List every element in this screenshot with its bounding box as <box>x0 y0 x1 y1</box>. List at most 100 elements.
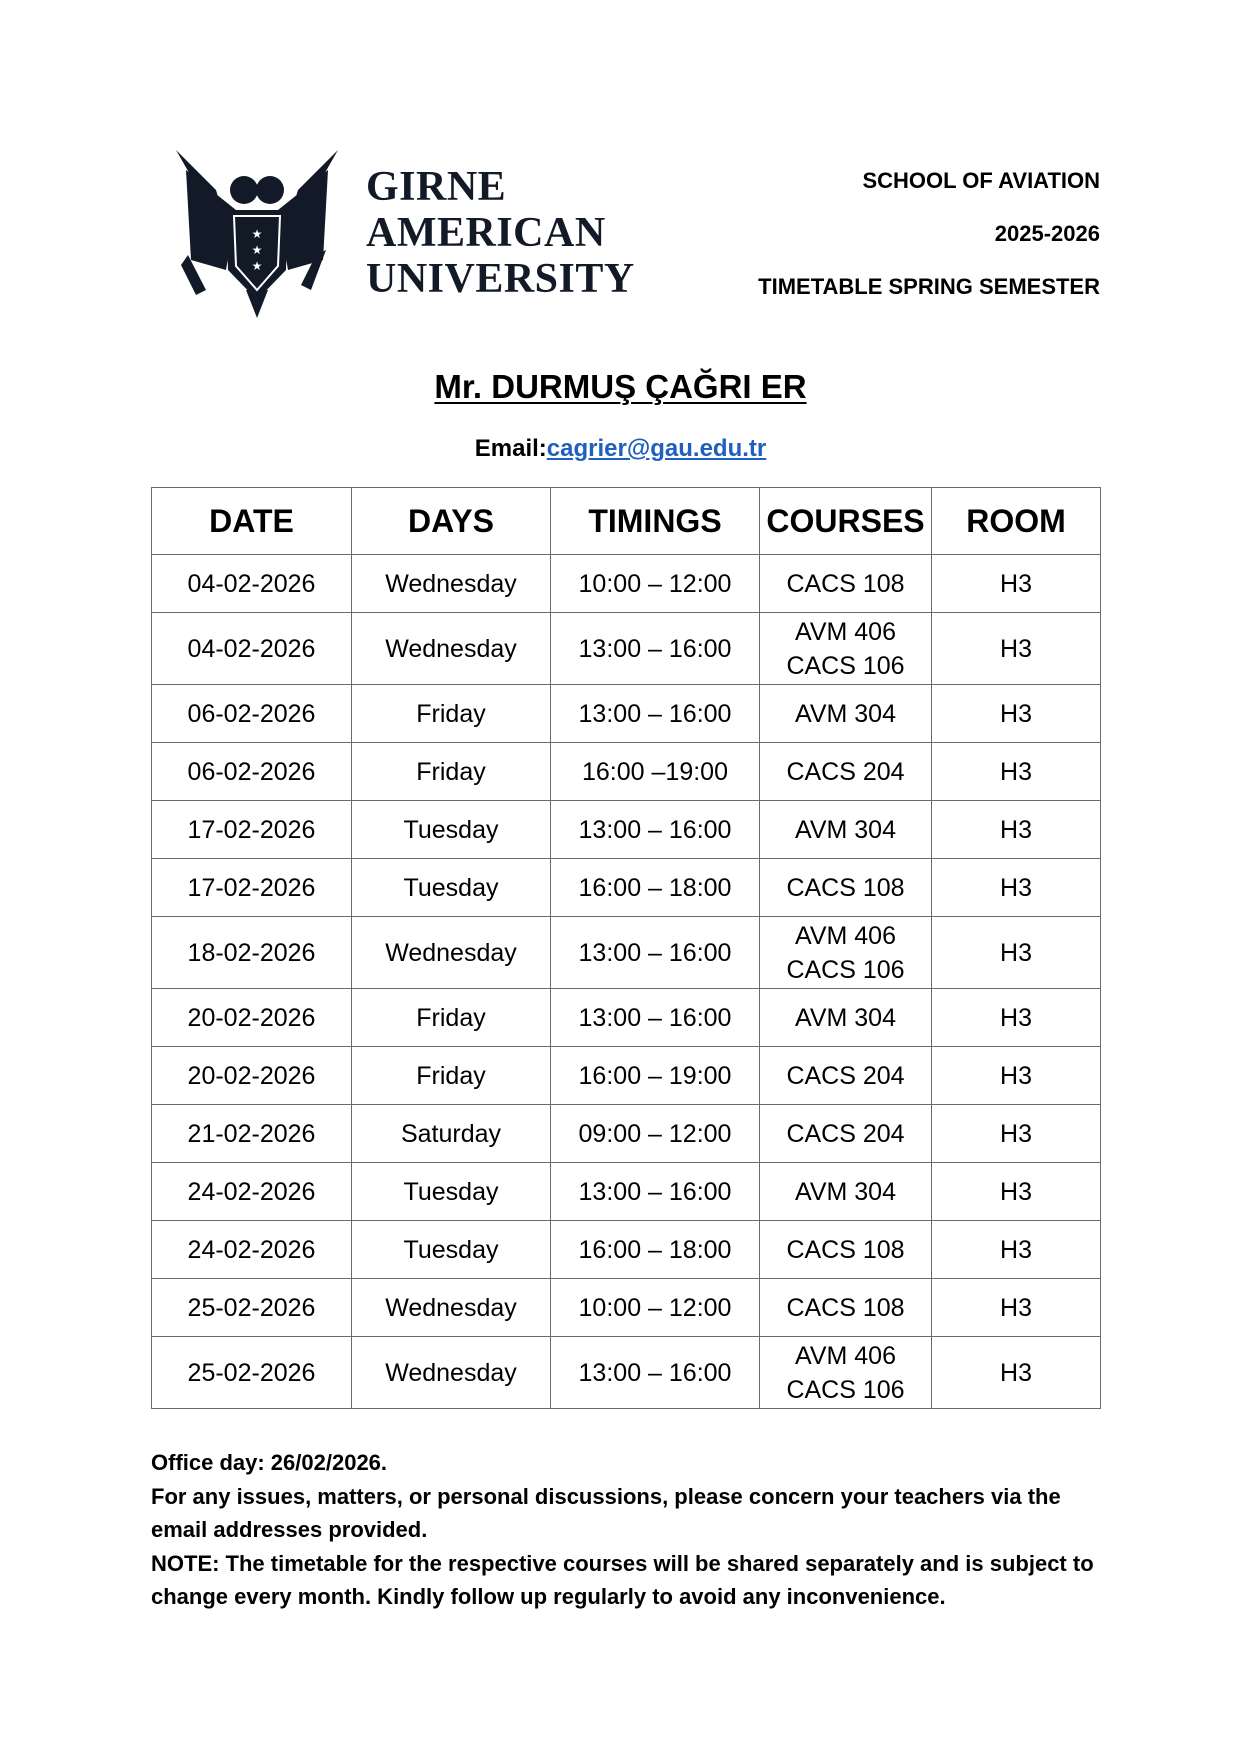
date-cell: 24-02-2026 <box>151 1220 352 1279</box>
room-cell: H3 <box>931 1336 1101 1409</box>
timing-cell: 16:00 – 18:00 <box>550 858 760 917</box>
table-row: 17-02-2026 Tuesday 13:00 – 16:00 AVM 304 H3 <box>151 800 1101 859</box>
room-cell: H3 <box>931 1104 1101 1163</box>
course-code: CACS 108 <box>786 1293 905 1322</box>
timing-cell: 16:00 – 19:00 <box>550 1046 760 1105</box>
table-row: 17-02-2026 Tuesday 16:00 – 18:00 CACS 108 H3 <box>151 858 1101 917</box>
course-code: CACS 108 <box>786 1235 905 1264</box>
courses-cell: CACS 108 <box>759 1278 932 1337</box>
table-row: 06-02-2026 Friday 13:00 – 16:00 AVM 304 H3 <box>151 684 1101 743</box>
timing-cell: 09:00 – 12:00 <box>550 1104 760 1163</box>
course-code: AVM 406 <box>795 921 896 950</box>
course-code: AVM 406 <box>795 1341 896 1370</box>
timing-cell: 16:00 – 18:00 <box>550 1220 760 1279</box>
date-cell: 06-02-2026 <box>151 684 352 743</box>
courses-cell: AVM 304 <box>759 800 932 859</box>
university-name: GIRNE AMERICAN UNIVERSITY <box>366 164 635 302</box>
date-cell: 04-02-2026 <box>151 612 352 685</box>
date-cell: 04-02-2026 <box>151 554 352 613</box>
table-row: 25-02-2026 Wednesday 10:00 – 12:00 CACS 108… <box>151 1278 1101 1337</box>
day-cell: Wednesday <box>351 1336 551 1409</box>
timing-cell: 16:00 –19:00 <box>550 742 760 801</box>
courses-cell: AVM 304 <box>759 988 932 1047</box>
timing-cell: 10:00 – 12:00 <box>550 1278 760 1337</box>
room-cell: H3 <box>931 1220 1101 1279</box>
table-row: 20-02-2026 Friday 16:00 – 19:00 CACS 204 H3 <box>151 1046 1101 1105</box>
day-cell: Wednesday <box>351 612 551 685</box>
courses-cell: AVM 304 <box>759 1162 932 1221</box>
course-code: CACS 108 <box>786 569 905 598</box>
date-cell: 20-02-2026 <box>151 988 352 1047</box>
university-name-line: AMERICAN <box>366 210 606 256</box>
table-row: 21-02-2026 Saturday 09:00 – 12:00 CACS 204 H… <box>151 1104 1101 1163</box>
timing-cell: 13:00 – 16:00 <box>550 612 760 685</box>
footer-notes: Office day: 26/02/2026. For any issues, … <box>151 1446 1111 1614</box>
date-cell: 17-02-2026 <box>151 800 352 859</box>
table-row: 04-02-2026 Wednesday 10:00 – 12:00 CACS 108… <box>151 554 1101 613</box>
day-cell: Saturday <box>351 1104 551 1163</box>
table-row: 06-02-2026 Friday 16:00 –19:00 CACS 204 H3 <box>151 742 1101 801</box>
column-header-date: DATE <box>151 487 352 555</box>
courses-cell: CACS 204 <box>759 1104 932 1163</box>
course-code: AVM 304 <box>795 1003 896 1032</box>
date-cell: 17-02-2026 <box>151 858 352 917</box>
day-cell: Friday <box>351 988 551 1047</box>
svg-text:★: ★ <box>252 243 263 257</box>
course-code: AVM 406 <box>795 617 896 646</box>
day-cell: Tuesday <box>351 1162 551 1221</box>
date-cell: 25-02-2026 <box>151 1336 352 1409</box>
courses-cell: CACS 204 <box>759 742 932 801</box>
day-cell: Wednesday <box>351 554 551 613</box>
column-header-courses: COURSES <box>759 487 932 555</box>
contact-note: For any issues, matters, or personal dis… <box>151 1483 1061 1543</box>
email-link[interactable]: cagrier@gau.edu.tr <box>546 435 767 462</box>
date-cell: 24-02-2026 <box>151 1162 352 1221</box>
course-code: CACS 108 <box>786 873 905 902</box>
courses-cell: CACS 108 <box>759 1220 932 1279</box>
room-cell: H3 <box>931 1278 1101 1337</box>
timing-cell: 13:00 – 16:00 <box>550 1162 760 1221</box>
table-row: 20-02-2026 Friday 13:00 – 16:00 AVM 304 H3 <box>151 988 1101 1047</box>
courses-cell: CACS 204 <box>759 1046 932 1105</box>
date-cell: 25-02-2026 <box>151 1278 352 1337</box>
email-label: Email: <box>474 435 547 462</box>
table-header-row: DATE DAYS TIMINGS COURSES ROOM <box>151 487 1101 555</box>
courses-cell: AVM 406 CACS 106 <box>759 1336 932 1409</box>
column-header-room: ROOM <box>931 487 1101 555</box>
timetable: DATE DAYS TIMINGS COURSES ROOM 04-02-202… <box>151 487 1101 1409</box>
timing-cell: 13:00 – 16:00 <box>550 916 760 989</box>
table-row: 25-02-2026 Wednesday 13:00 – 16:00 AVM 406 C… <box>151 1336 1101 1409</box>
room-cell: H3 <box>931 1162 1101 1221</box>
day-cell: Tuesday <box>351 858 551 917</box>
courses-cell: AVM 304 <box>759 684 932 743</box>
room-cell: H3 <box>931 742 1101 801</box>
date-cell: 18-02-2026 <box>151 916 352 989</box>
table-row: 18-02-2026 Wednesday 13:00 – 16:00 AVM 406 C… <box>151 916 1101 989</box>
timing-cell: 13:00 – 16:00 <box>550 1336 760 1409</box>
date-cell: 20-02-2026 <box>151 1046 352 1105</box>
course-code: CACS 204 <box>786 757 905 786</box>
svg-text:★: ★ <box>252 259 263 273</box>
day-cell: Wednesday <box>351 1278 551 1337</box>
date-cell: 06-02-2026 <box>151 742 352 801</box>
timetable-note: NOTE: The timetable for the respective c… <box>151 1550 1094 1610</box>
university-name-line: GIRNE <box>366 164 507 210</box>
course-code: AVM 304 <box>795 699 896 728</box>
school-name: SCHOOL OF AVIATION <box>862 168 1100 193</box>
column-header-days: DAYS <box>351 487 551 555</box>
table-row: 24-02-2026 Tuesday 16:00 – 18:00 CACS 108 H3 <box>151 1220 1101 1279</box>
course-code: CACS 106 <box>786 955 905 984</box>
course-code: CACS 204 <box>786 1061 905 1090</box>
timing-cell: 13:00 – 16:00 <box>550 988 760 1047</box>
office-day: Office day: 26/02/2026. <box>151 1450 388 1475</box>
column-header-timings: TIMINGS <box>550 487 760 555</box>
timing-cell: 13:00 – 16:00 <box>550 800 760 859</box>
document-header: SCHOOL OF AVIATION 2025-2026 TIMETABLE S… <box>758 154 1100 313</box>
date-cell: 21-02-2026 <box>151 1104 352 1163</box>
course-code: AVM 304 <box>795 1177 896 1206</box>
room-cell: H3 <box>931 612 1101 685</box>
instructor-email: Email:cagrier@gau.edu.tr <box>0 435 1241 463</box>
room-cell: H3 <box>931 554 1101 613</box>
courses-cell: CACS 108 <box>759 554 932 613</box>
timing-cell: 10:00 – 12:00 <box>550 554 760 613</box>
